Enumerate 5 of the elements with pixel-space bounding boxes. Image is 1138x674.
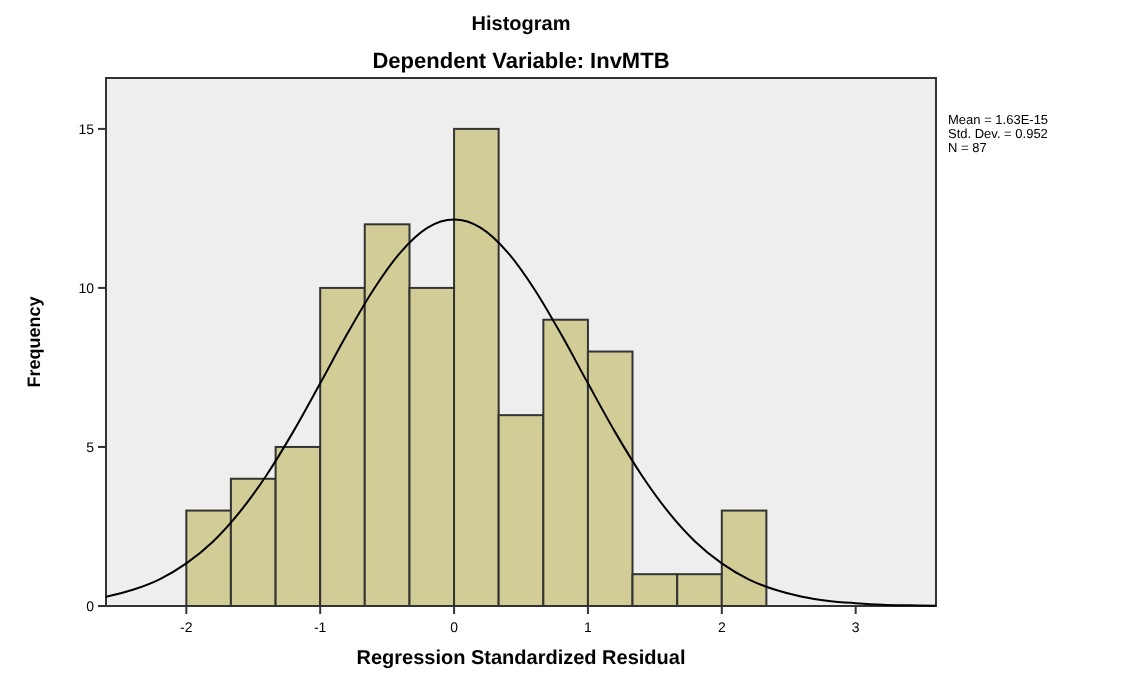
y-axis-title: Frequency — [24, 296, 44, 388]
x-axis-title: Regression Standardized Residual — [356, 648, 686, 670]
chart-title: Histogram — [471, 14, 571, 36]
chart-subtitle: Dependent Variable: InvMTB — [372, 50, 670, 74]
line-series — [105, 218, 937, 607]
